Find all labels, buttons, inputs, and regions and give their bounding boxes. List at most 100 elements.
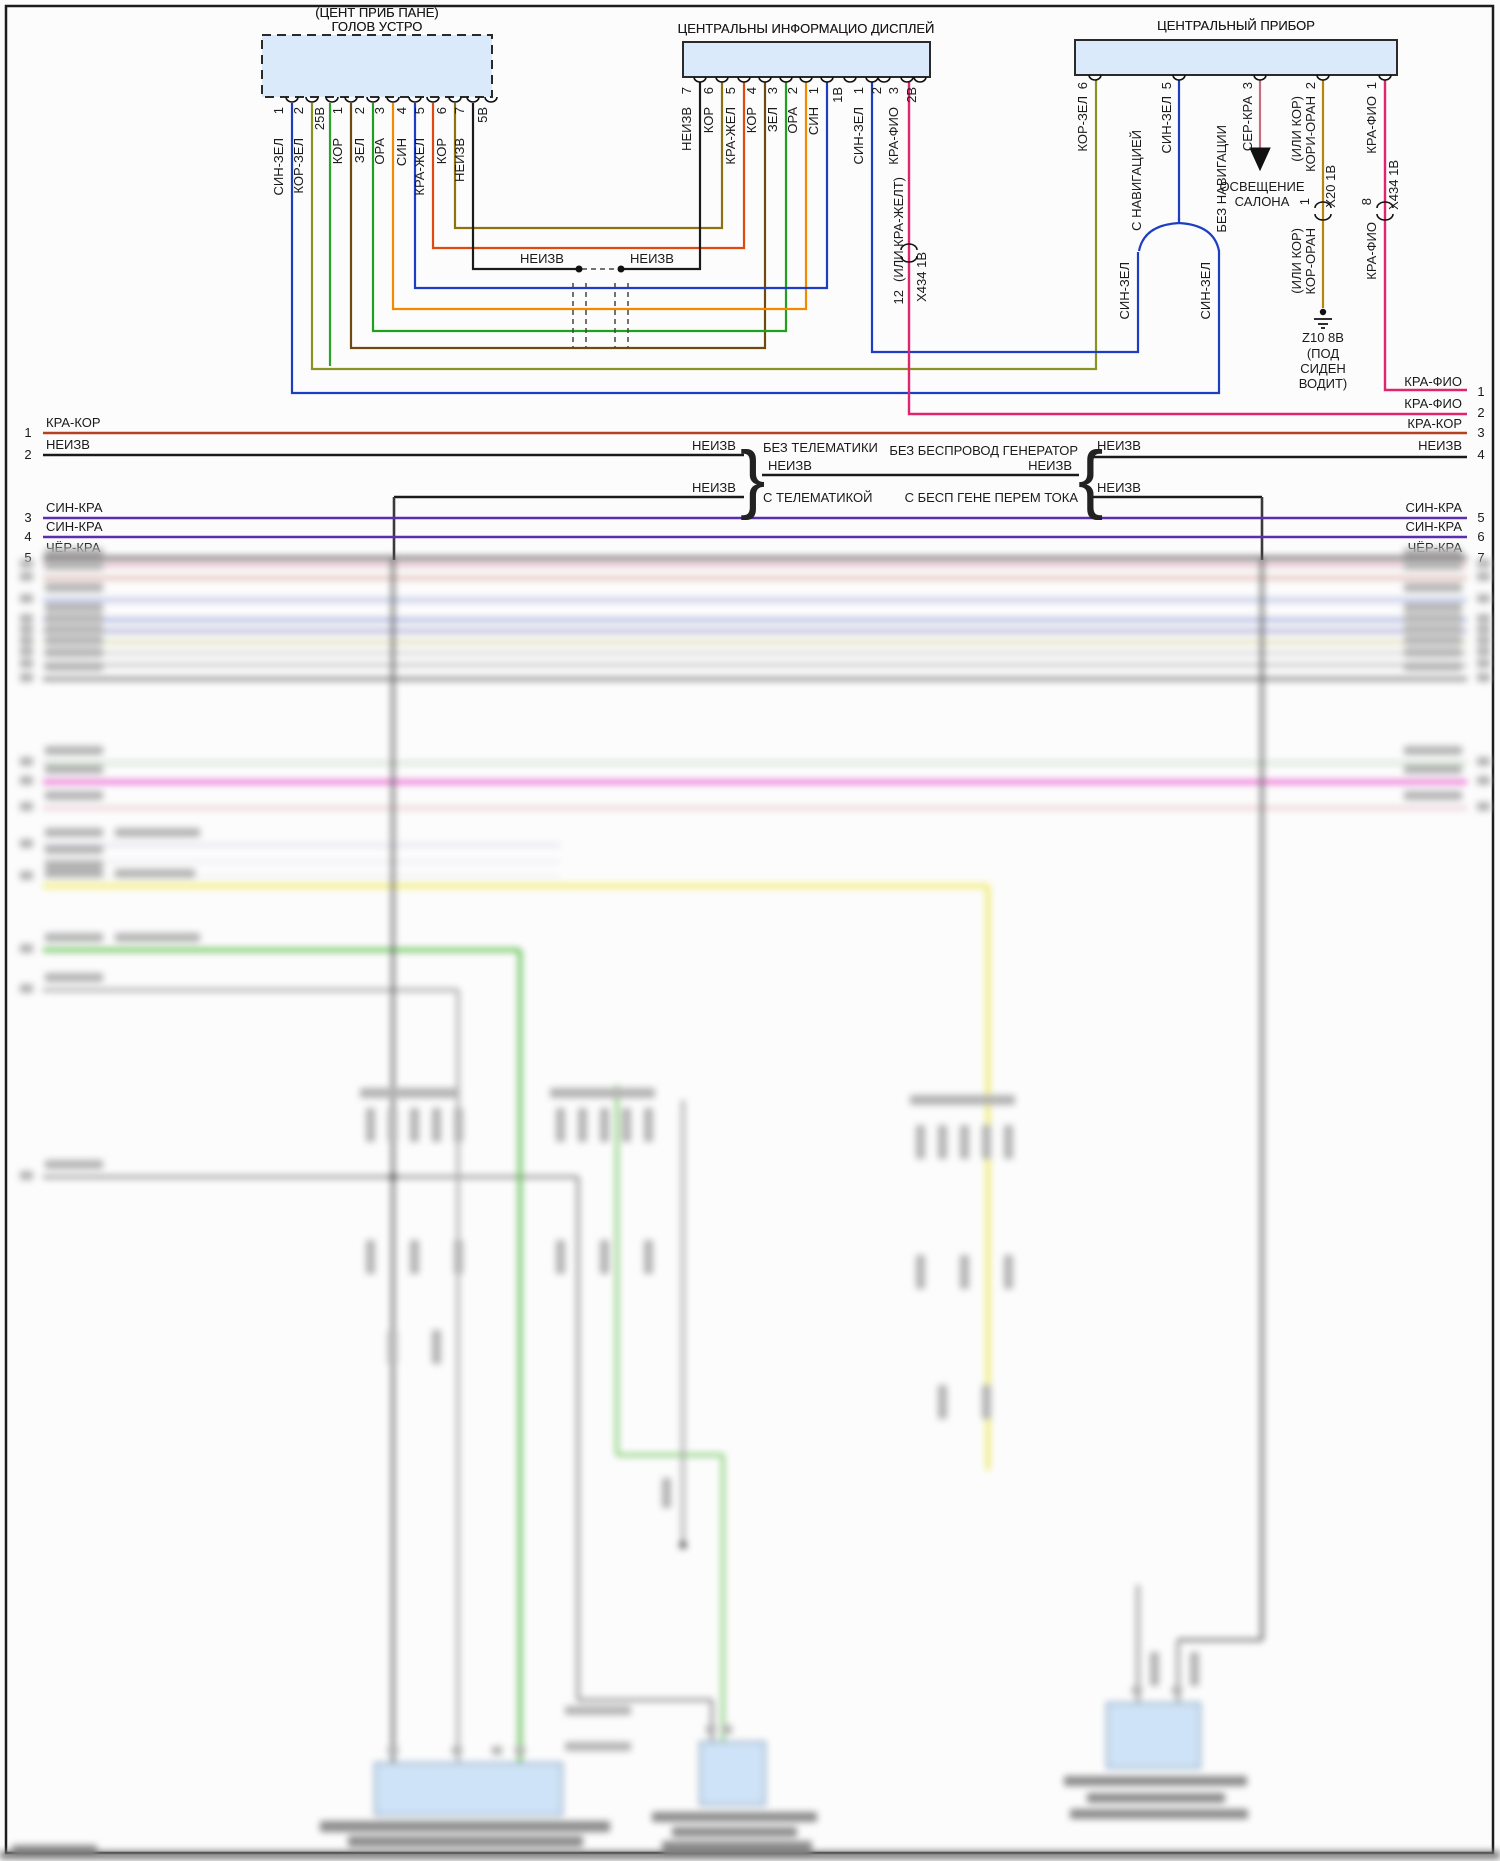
blur-blob bbox=[938, 1125, 947, 1159]
blur-blob bbox=[45, 791, 103, 800]
blur-caption-blob bbox=[652, 1812, 817, 1822]
blur-blob bbox=[550, 1088, 655, 1098]
blur-blob bbox=[20, 636, 33, 645]
label: 3 bbox=[24, 510, 31, 525]
blur-blob bbox=[20, 659, 33, 668]
pin-label: БЕЗ НАВИГАЦИИ bbox=[1214, 125, 1229, 233]
blur-blob bbox=[20, 673, 33, 682]
central-info-display-connector-title: ЦЕНТРАЛЬНЫ ИНФОРМАЦИО ДИСПЛЕЙ bbox=[678, 21, 935, 36]
label: 2 bbox=[24, 447, 31, 462]
label: 6 bbox=[1477, 529, 1484, 544]
blur-blob bbox=[360, 1088, 460, 1098]
blur-blob bbox=[1172, 1686, 1182, 1695]
label: 5 bbox=[1477, 510, 1484, 525]
inline-connector-mark bbox=[1376, 201, 1394, 221]
pin-label: 6 bbox=[434, 107, 449, 114]
blur-blob bbox=[1404, 636, 1462, 645]
blur-blob bbox=[410, 1108, 419, 1142]
blur-blob bbox=[454, 1108, 463, 1142]
blur-blob bbox=[1477, 614, 1490, 623]
blur-region bbox=[0, 548, 1500, 1859]
wire-zel bbox=[371, 82, 788, 333]
blur-blob bbox=[1404, 746, 1462, 755]
label: СИН-КРА bbox=[46, 500, 103, 515]
option-brace: { bbox=[1078, 436, 1103, 521]
blur-blob bbox=[45, 845, 103, 854]
label: НЕИЗВ bbox=[768, 458, 812, 473]
label: (ЦЕНТ ПРИБ ПАНЕ) bbox=[315, 5, 438, 20]
pin-arc bbox=[843, 76, 857, 83]
label: (ПОД bbox=[1307, 346, 1339, 361]
blur-blob bbox=[20, 839, 33, 848]
label: НЕИЗВ bbox=[692, 480, 736, 495]
pin-label: 5 bbox=[723, 87, 738, 94]
pin-label: 5В bbox=[475, 107, 490, 123]
pin-label: 4 bbox=[744, 87, 759, 94]
label: КРА-КОР bbox=[46, 415, 101, 430]
blur-blob bbox=[1404, 561, 1462, 570]
pin-label: КОР bbox=[330, 138, 345, 164]
label: НЕИЗВ bbox=[46, 437, 90, 452]
wire-kra-zhel bbox=[431, 82, 746, 250]
label: СИН-КРА bbox=[1406, 500, 1463, 515]
pin-arc bbox=[305, 96, 319, 103]
pin-label: 1 bbox=[851, 87, 866, 94]
pin-label: 2 bbox=[1303, 82, 1318, 89]
splice-dot bbox=[575, 265, 583, 273]
pin-arc bbox=[779, 76, 793, 83]
blur-blob bbox=[1004, 1125, 1013, 1159]
pin-label: 2 bbox=[352, 107, 367, 114]
label: 3 bbox=[1477, 425, 1484, 440]
blur-blob bbox=[115, 828, 200, 837]
central-info-display-connector bbox=[682, 41, 931, 78]
pin-label: 3 bbox=[886, 87, 901, 94]
wire-kra-fio-cluster bbox=[1383, 80, 1467, 392]
wire-neizv-right bbox=[621, 82, 702, 271]
pin-arc bbox=[448, 96, 462, 103]
blur-blob bbox=[578, 1108, 587, 1142]
blur-blob bbox=[366, 1108, 375, 1142]
pin-label: КРА-ФИО bbox=[886, 107, 901, 165]
label: ГОЛОВ УСТРО bbox=[332, 19, 423, 34]
head-unit-connector bbox=[261, 34, 493, 98]
blur-blob bbox=[910, 1095, 1015, 1105]
label: СИДЕН bbox=[1300, 361, 1346, 376]
pin-arc bbox=[900, 76, 914, 83]
bottom-connector-box bbox=[699, 1741, 766, 1806]
blur-blob bbox=[45, 614, 103, 623]
ground-dot bbox=[1319, 308, 1327, 316]
blur-blob bbox=[644, 1240, 653, 1274]
pin-label: КРА-ЖЕЛ bbox=[723, 107, 738, 165]
blur-blob bbox=[1477, 559, 1490, 568]
blur-blob bbox=[982, 1385, 991, 1419]
blur-blob bbox=[388, 1330, 397, 1364]
blur-blob bbox=[1404, 548, 1462, 557]
pin-label: 5 bbox=[412, 107, 427, 114]
blur-blob bbox=[45, 746, 103, 755]
blur-blob bbox=[388, 1108, 397, 1142]
blur-blob bbox=[366, 1240, 375, 1274]
pin-arc bbox=[693, 76, 707, 83]
pin-arc bbox=[325, 96, 339, 103]
blur-splice-dot bbox=[389, 1173, 397, 1181]
blur-blob bbox=[556, 1108, 565, 1142]
label: ЦЕНТРАЛЬНЫЙ ПРИБОР bbox=[1157, 18, 1315, 33]
pin-arc bbox=[1088, 74, 1102, 81]
blur-caption-blob bbox=[662, 1841, 812, 1851]
pin-label: 7 bbox=[679, 87, 694, 94]
label: НЕИЗВ bbox=[692, 438, 736, 453]
pin-arc bbox=[737, 76, 751, 83]
blur-blob bbox=[1477, 757, 1490, 766]
pin-label: 1 bbox=[1297, 198, 1312, 205]
pin-label: ОРА bbox=[785, 107, 800, 134]
pin-label: КОРИ-ОРАН bbox=[1303, 96, 1318, 172]
blur-blob bbox=[115, 869, 195, 878]
blur-blob bbox=[20, 625, 33, 634]
head-unit-connector-title: ГОЛОВ УСТРО bbox=[332, 19, 423, 34]
label: Z10 8В bbox=[1302, 330, 1344, 345]
wire-kor-6 bbox=[453, 82, 724, 230]
wire-sin-zel-display bbox=[870, 82, 1140, 354]
pin-label: НЕИЗВ bbox=[679, 107, 694, 151]
